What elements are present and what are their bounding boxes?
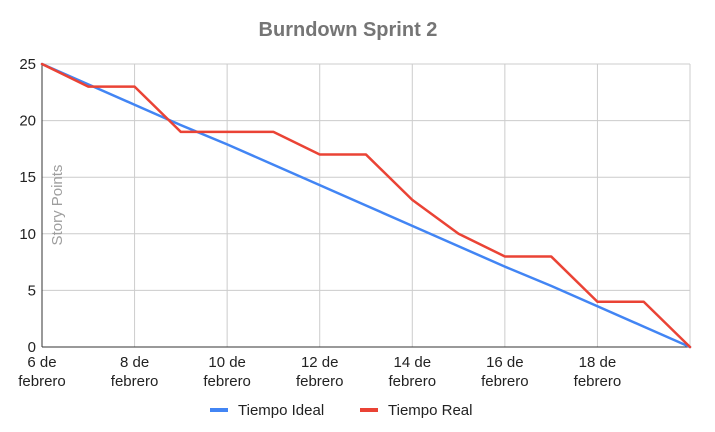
legend-swatch [360, 408, 378, 412]
chart-title: Burndown Sprint 2 [259, 19, 438, 41]
legend-swatch [210, 408, 228, 412]
series-line-tiempo-ideal [40, 62, 692, 349]
x-tick-label: 8 de febrero [111, 354, 159, 390]
legend-label: Tiempo Ideal [238, 402, 324, 419]
y-tick-label: 10 [19, 226, 36, 243]
legend: Tiempo Ideal Tiempo Real [210, 402, 472, 419]
y-tick-label: 5 [28, 282, 36, 299]
x-tick-label: 14 de febrero [389, 354, 437, 390]
y-tick-label: 20 [19, 113, 36, 130]
series-line-tiempo-real [40, 62, 692, 349]
x-tick-label: 10 de febrero [203, 354, 251, 390]
grid-lines [41, 63, 691, 348]
y-tick-label: 15 [19, 169, 36, 186]
x-tick-label: 12 de febrero [296, 354, 344, 390]
x-tick-label: 6 de febrero [18, 354, 66, 390]
y-tick-label: 25 [19, 56, 36, 73]
x-axis-ticks: 6 de febrero 8 de febrero 10 de febrero 12 de f… [18, 354, 621, 390]
series-lines [40, 62, 692, 349]
y-axis-ticks: 0 5 10 15 20 25 [19, 56, 36, 356]
y-axis-label: Story Points [49, 165, 66, 246]
x-tick-label: 16 de febrero [481, 354, 529, 390]
y-tick-label: 0 [28, 339, 36, 356]
x-tick-label: 18 de febrero [574, 354, 622, 390]
legend-label: Tiempo Real [388, 402, 472, 419]
